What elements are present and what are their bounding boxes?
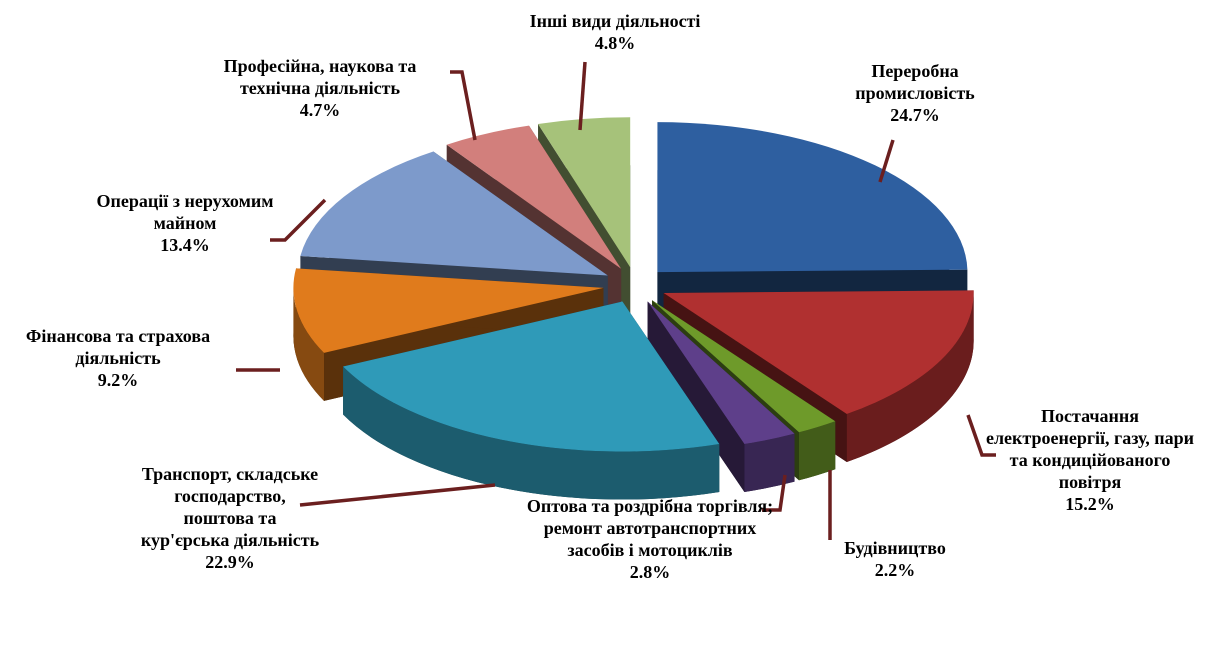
label-name: Операції з нерухомим майном xyxy=(96,191,274,233)
slice xyxy=(446,125,622,269)
slice xyxy=(647,301,795,493)
label-name: Професійна, наукова та технічна діяльніс… xyxy=(223,56,417,98)
leader-line xyxy=(762,474,787,512)
label-name: Будівництво xyxy=(844,538,946,558)
slice xyxy=(538,117,631,268)
slice-label: Оптова та роздрібна торгівля; ремонт авт… xyxy=(525,495,775,583)
label-name: Переробна промисловість xyxy=(855,61,975,103)
slice-label: Постачання електроенергії, газу, пари та… xyxy=(980,405,1200,515)
label-name: Постачання електроенергії, газу, пари та… xyxy=(985,406,1195,492)
slice-wall xyxy=(647,301,745,493)
slice-label: Операції з нерухомим майном 13.4% xyxy=(95,190,275,256)
label-value: 4.8% xyxy=(594,33,636,53)
slice-label: Переробна промисловість 24.7% xyxy=(820,60,1010,126)
slice xyxy=(652,300,836,433)
label-value: 13.4% xyxy=(160,235,210,255)
slice xyxy=(657,122,968,273)
slice-side xyxy=(293,287,325,401)
slice xyxy=(343,301,720,500)
label-value: 15.2% xyxy=(1065,494,1115,514)
leader-line xyxy=(878,139,895,183)
slice-label: Будівництво 2.2% xyxy=(815,537,975,581)
slice xyxy=(657,122,968,321)
slice-side xyxy=(846,293,974,463)
slice xyxy=(293,268,604,353)
slice xyxy=(300,151,608,276)
slice-label: Інші види діяльності 4.8% xyxy=(485,10,745,54)
label-name: Транспорт, складське господарство, пошто… xyxy=(140,464,320,550)
slice-label: Транспорт, складське господарство, пошто… xyxy=(140,463,320,573)
label-name: Фінансова та страхова діяльність xyxy=(25,326,211,368)
slice xyxy=(647,301,795,445)
label-value: 22.9% xyxy=(205,552,255,572)
label-value: 4.7% xyxy=(299,100,341,120)
slice xyxy=(343,301,720,452)
slice-side xyxy=(798,421,836,481)
leader-line xyxy=(578,61,587,131)
label-name: Оптова та роздрібна торгівля; ремонт авт… xyxy=(526,496,774,560)
leader-line xyxy=(299,483,496,507)
slice-side xyxy=(343,366,720,500)
slice xyxy=(663,290,974,415)
leader-line xyxy=(450,70,477,141)
slice-label: Професійна, наукова та технічна діяльніс… xyxy=(200,55,440,121)
label-value: 24.7% xyxy=(890,105,940,125)
label-value: 2.2% xyxy=(874,560,916,580)
label-value: 9.2% xyxy=(97,370,139,390)
leader-line xyxy=(966,414,996,457)
label-value: 2.8% xyxy=(629,562,671,582)
label-name: Інші види діяльності xyxy=(529,11,701,31)
slice-label: Фінансова та страхова діяльність 9.2% xyxy=(0,325,238,391)
leader-line xyxy=(270,198,327,242)
slice-side xyxy=(744,433,795,493)
